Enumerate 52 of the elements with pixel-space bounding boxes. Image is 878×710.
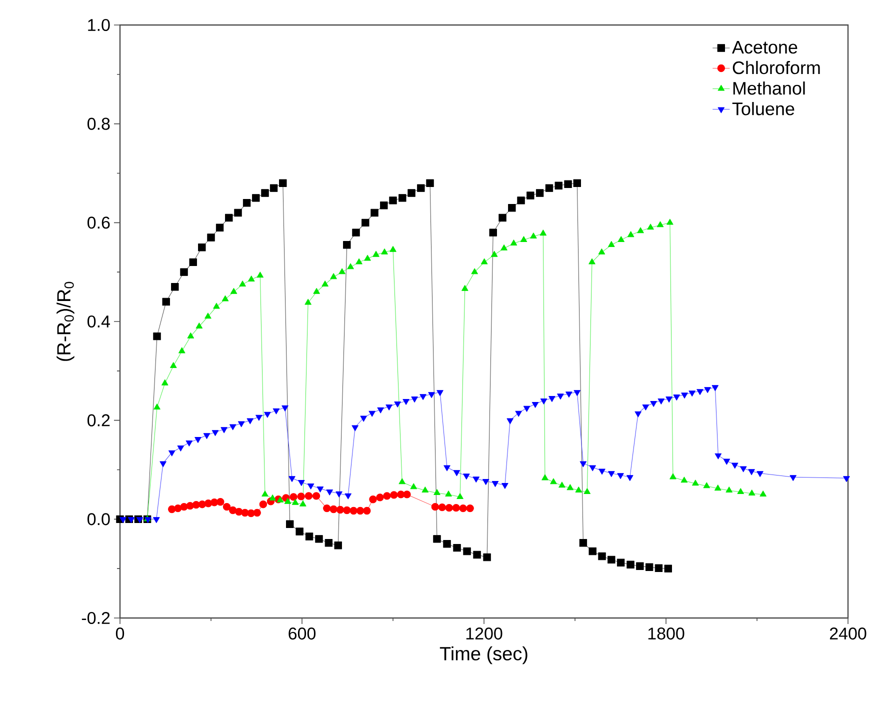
point [304, 492, 313, 500]
point [186, 502, 194, 510]
point [222, 502, 231, 511]
point [235, 508, 243, 516]
y-tick-label: 0.2 [87, 414, 110, 426]
point [174, 504, 182, 512]
y-tick-label: 0.4 [87, 315, 110, 328]
point [363, 506, 371, 515]
x-tick-label: 2400 [830, 628, 866, 640]
legend-label: Methanol [733, 81, 805, 95]
point [369, 496, 377, 504]
y-tick-label: 0.0 [87, 513, 110, 526]
x-tick-label: 600 [288, 628, 316, 640]
point [343, 506, 351, 514]
legend-label: Toluene [732, 102, 794, 116]
x-axis-title: Time (sec) [440, 646, 528, 664]
point [312, 492, 320, 500]
point [330, 505, 338, 514]
point [253, 508, 261, 517]
point [445, 504, 453, 512]
y-tick-label: 0.8 [87, 118, 110, 130]
point [466, 504, 474, 512]
point [323, 504, 331, 512]
y-tick-label: -0.2 [82, 612, 110, 624]
point [336, 506, 344, 514]
legend-label: Acetone [732, 41, 798, 54]
x-tick-label: 1800 [648, 628, 684, 640]
point [247, 509, 255, 518]
point [431, 502, 440, 511]
y-tick-label: 1.0 [88, 18, 110, 32]
point [290, 493, 298, 501]
point [390, 491, 398, 499]
point [452, 504, 460, 512]
point [297, 492, 305, 500]
y-tick-label: 0.6 [87, 216, 110, 229]
point [383, 492, 391, 500]
point [376, 494, 384, 502]
point [403, 490, 411, 498]
point [241, 508, 249, 517]
point [350, 506, 358, 515]
point [228, 506, 237, 514]
y-axis-title: (R-R$_{0}$)/R$_{0}$ [56, 282, 74, 361]
point [168, 505, 176, 514]
legend-label: Chloroform [732, 60, 820, 74]
point [438, 503, 446, 512]
point [259, 500, 268, 508]
point [180, 502, 188, 511]
point [216, 498, 224, 506]
point [459, 504, 467, 512]
point [356, 506, 364, 515]
x-tick-label: 0 [116, 628, 124, 640]
x-tick-label: 1200 [466, 628, 502, 640]
